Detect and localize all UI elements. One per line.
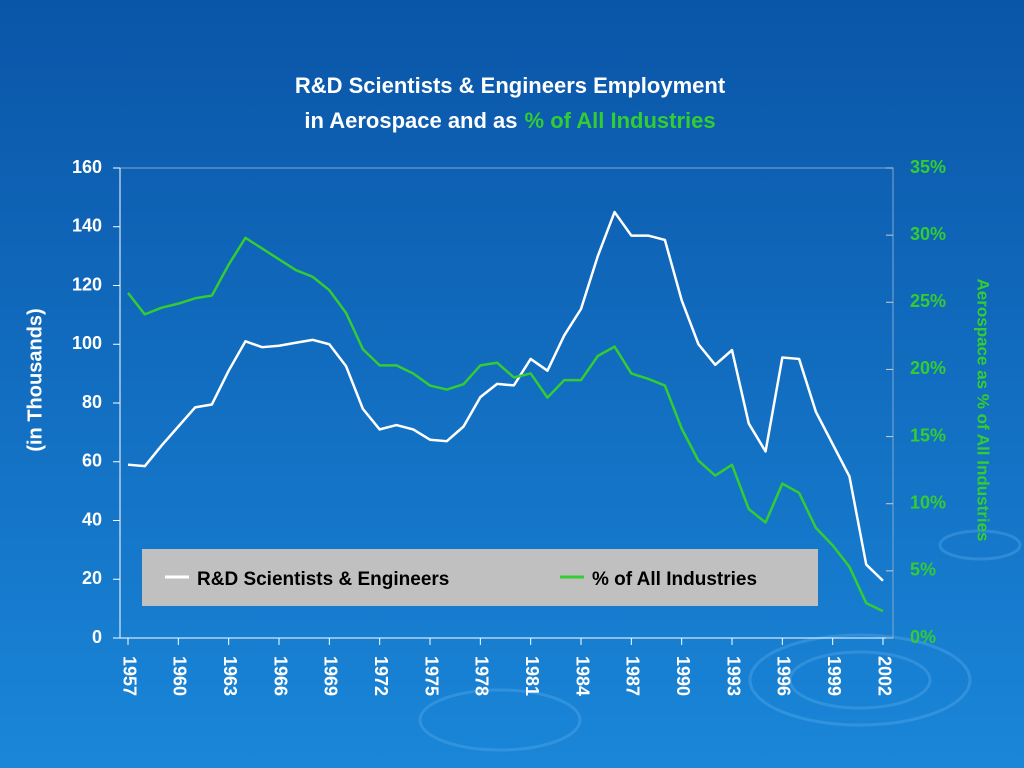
x-tick-label: 1984 — [572, 656, 592, 696]
x-tick-label: 1963 — [220, 656, 240, 696]
x-tick-label: 2002 — [874, 656, 894, 696]
x-tick-label: 1993 — [723, 656, 743, 696]
y-axis-label: (in Thousands) — [24, 308, 46, 451]
chart-title: R&D Scientists & Engineers Employment — [295, 73, 726, 98]
x-tick-label: 1990 — [673, 656, 693, 696]
y-tick-label: 20 — [82, 568, 102, 588]
y2-tick-label: 15% — [910, 425, 946, 445]
x-tick-label: 1999 — [824, 656, 844, 696]
y-tick-label: 40 — [82, 509, 102, 529]
legend-label: % of All Industries — [592, 569, 757, 590]
y2-tick-label: 30% — [910, 224, 946, 244]
legend — [142, 549, 818, 606]
y2-tick-label: 20% — [910, 358, 946, 378]
x-tick-label: 1987 — [623, 656, 643, 696]
y2-tick-label: 10% — [910, 492, 946, 512]
x-tick-label: 1960 — [170, 656, 190, 696]
y2-tick-label: 25% — [910, 291, 946, 311]
y-tick-label: 0 — [92, 627, 102, 647]
y2-tick-label: 5% — [910, 560, 936, 580]
x-tick-label: 1972 — [371, 656, 391, 696]
x-tick-label: 1969 — [321, 656, 341, 696]
ripples — [418, 529, 1022, 752]
y-tick-label: 120 — [72, 274, 102, 294]
title-part: in Aerospace and as — [304, 108, 517, 133]
x-tick-label: 1996 — [774, 656, 794, 696]
series-line — [127, 236, 884, 613]
y-tick-label: 140 — [72, 216, 102, 236]
y2-axis-label: Aerospace as % of All Industries — [974, 279, 993, 542]
y-tick-label: 160 — [72, 157, 102, 177]
y-tick-label: 100 — [72, 333, 102, 353]
title-highlight: % of All Industries — [525, 108, 716, 133]
y2-tick-label: 0% — [910, 627, 936, 647]
x-tick-label: 1975 — [421, 656, 441, 696]
series-line — [127, 210, 884, 582]
chart-title-line2: in Aerospace and as % of All Industries — [304, 108, 715, 133]
y-tick-label: 80 — [82, 392, 102, 412]
legend-label: R&D Scientists & Engineers — [197, 569, 449, 590]
y2-tick-label: 35% — [910, 157, 946, 177]
y-tick-label: 60 — [82, 451, 102, 471]
x-tick-label: 1957 — [119, 656, 139, 696]
x-tick-label: 1981 — [522, 656, 542, 696]
x-tick-label: 1966 — [270, 656, 290, 696]
x-tick-label: 1978 — [472, 656, 492, 696]
